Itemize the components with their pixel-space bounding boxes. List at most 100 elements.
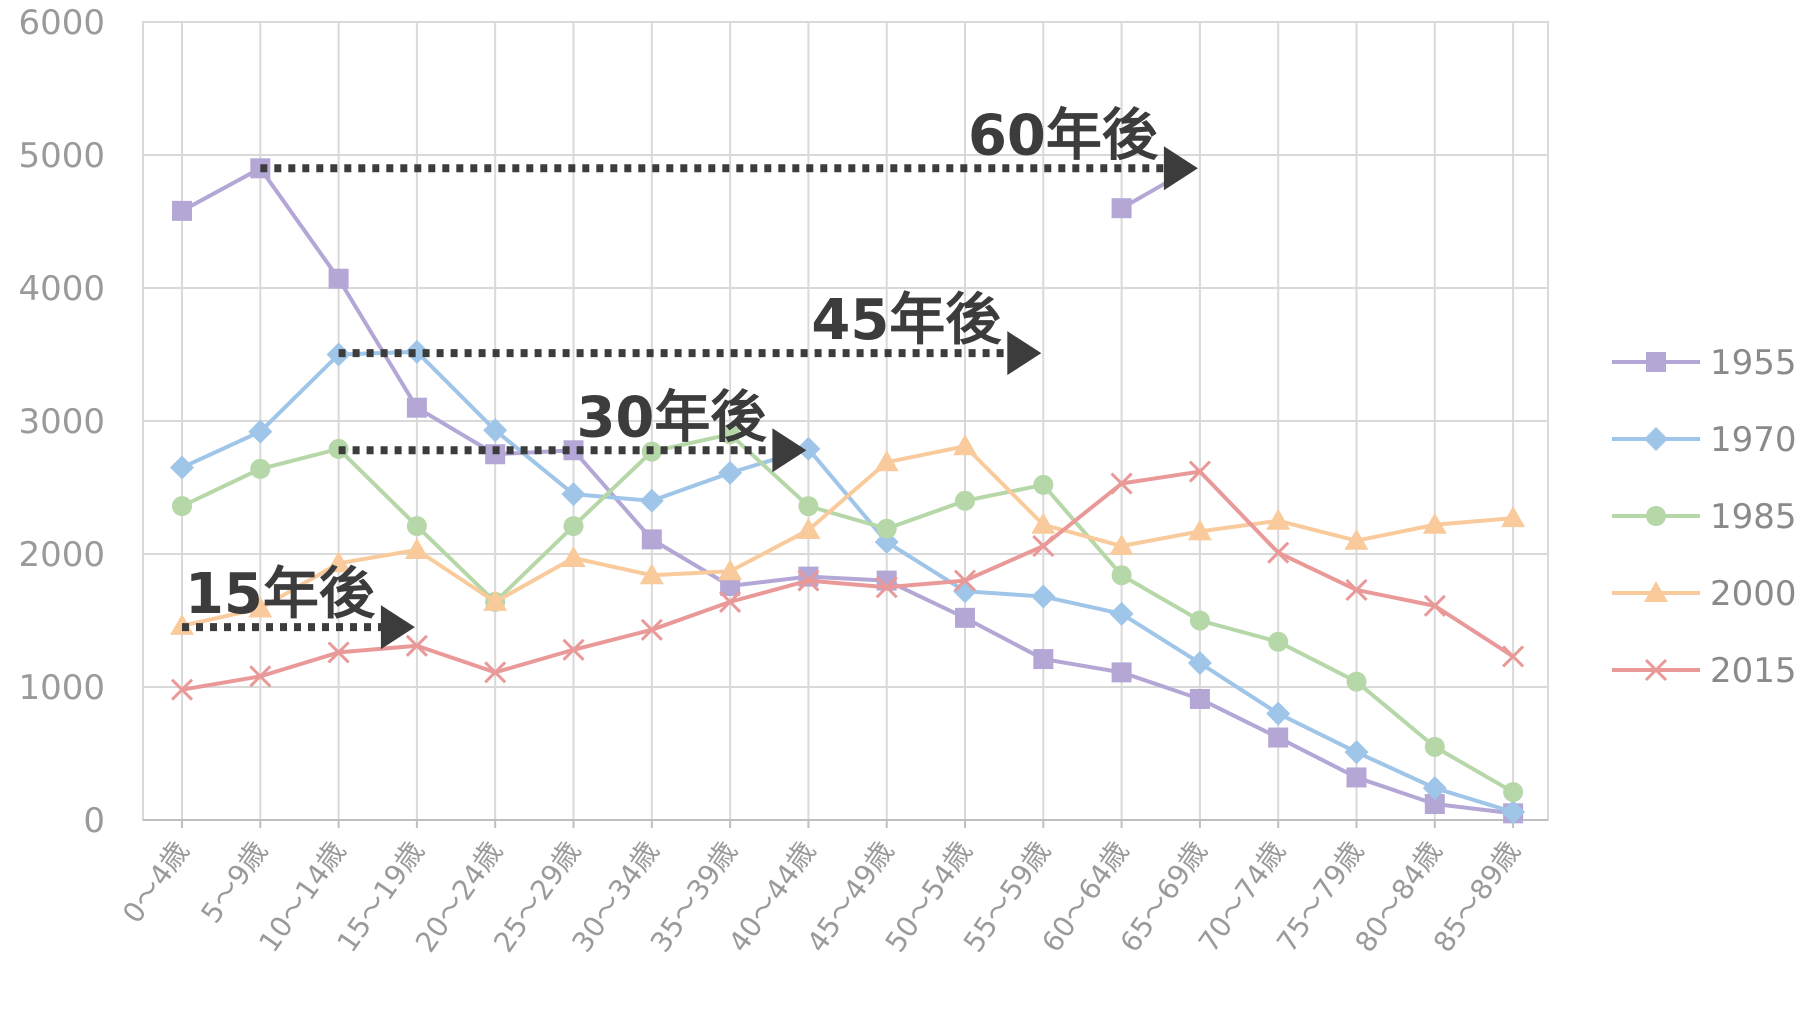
data-point-2015 (327, 641, 350, 664)
data-point-1985 (1503, 782, 1524, 803)
data-point-1955 (1424, 794, 1445, 815)
data-point-2000 (483, 589, 508, 611)
series-2015 (170, 460, 1525, 701)
data-point-2000 (1501, 506, 1526, 528)
data-point-1955 (1346, 767, 1367, 788)
annotation-label: 30年後 (576, 385, 767, 450)
data-point-1985 (1424, 736, 1445, 757)
data-point-2015 (1423, 594, 1446, 617)
x-marker-stroke (1267, 541, 1290, 564)
data-point-2000 (1031, 512, 1056, 534)
series-layer (170, 158, 1526, 825)
annotation-arrow: 60年後 (260, 103, 1198, 191)
data-point-1955 (641, 529, 662, 550)
data-point-1970 (248, 419, 273, 444)
legend-item-2015: 2015 (1612, 651, 1797, 691)
x-marker-stroke (1502, 645, 1525, 668)
data-point-1985 (720, 424, 741, 445)
data-point-2015 (1032, 534, 1055, 558)
data-point-2015 (1188, 460, 1211, 483)
data-point-2015 (719, 590, 742, 613)
data-point-2015 (953, 569, 977, 592)
data-point-1985 (563, 516, 584, 537)
x-marker-stroke (875, 576, 898, 599)
annotation-arrow: 15年後 (182, 562, 415, 650)
x-marker-stroke (1423, 594, 1446, 617)
data-point-1985 (1268, 631, 1289, 652)
data-point-2000 (1344, 528, 1369, 550)
data-point-1955 (720, 575, 741, 596)
annotation-arrow: 45年後 (338, 288, 1042, 376)
legend-label: 2015 (1710, 651, 1797, 691)
y-tick-label: 2000 (18, 535, 105, 575)
data-point-2000 (874, 450, 899, 472)
series-line-2000 (181, 444, 1514, 628)
data-point-1985 (876, 518, 897, 539)
data-point-1970 (1422, 776, 1447, 801)
legend-label: 1955 (1710, 343, 1797, 383)
extra-data-point (1111, 198, 1132, 219)
x-marker-stroke (797, 569, 820, 592)
data-point-1970 (718, 460, 743, 485)
legend-layer: 1955 1970 1985 2000 2015 (1612, 343, 1797, 691)
data-point-2015 (1110, 472, 1133, 495)
data-point-1955 (1111, 662, 1132, 683)
data-point-1955 (563, 440, 584, 461)
x-marker-stroke (405, 634, 428, 657)
data-point-1985 (406, 516, 427, 537)
data-point-1985 (1033, 474, 1054, 495)
data-point-2000 (248, 596, 273, 618)
legend-marker (1646, 506, 1666, 526)
x-marker-stroke (327, 641, 350, 664)
data-point-1955 (328, 268, 349, 289)
data-point-2015 (1345, 578, 1368, 601)
legend-item-1970: 1970 (1612, 420, 1797, 460)
data-point-1985 (955, 490, 975, 511)
annotation-layer: 15年後 30年後 45年後 60年後 (182, 103, 1198, 650)
data-point-2015 (1267, 541, 1290, 564)
data-point-1970 (561, 482, 586, 507)
data-point-1970 (1501, 800, 1526, 825)
data-point-2015 (170, 678, 194, 701)
arrow-head (772, 428, 807, 473)
annotation-label: 45年後 (811, 288, 1002, 353)
data-point-1970 (1266, 701, 1291, 726)
series-2000 (170, 434, 1526, 635)
data-point-1985 (172, 496, 192, 517)
y-tick-label: 5000 (18, 136, 105, 176)
data-point-1955 (172, 200, 192, 221)
x-marker-stroke (1110, 472, 1133, 495)
data-point-1955 (955, 607, 975, 628)
x-marker-stroke (640, 618, 663, 641)
x-marker-stroke (1345, 578, 1368, 601)
series-1955 (172, 158, 1524, 824)
data-point-2015 (405, 634, 428, 657)
data-point-1970 (796, 436, 821, 461)
data-point-1970 (639, 488, 664, 513)
legend-item-1955: 1955 (1612, 343, 1797, 383)
annotation-label: 60年後 (968, 103, 1159, 168)
data-point-1985 (1346, 671, 1367, 692)
x-tick-label: 0～4歳 (116, 835, 196, 929)
grid-layer (142, 21, 1549, 821)
data-point-2000 (1422, 512, 1447, 534)
data-point-2000 (718, 559, 743, 581)
x-marker-stroke (562, 638, 585, 661)
data-point-2000 (953, 434, 977, 456)
legend-label: 2000 (1710, 574, 1797, 614)
legend-marker (1644, 658, 1668, 682)
data-point-2015 (1502, 645, 1525, 668)
data-point-1970 (1187, 651, 1212, 676)
x-marker-stroke (170, 678, 194, 701)
data-point-2000 (326, 551, 351, 573)
x-marker-stroke (953, 569, 977, 592)
data-point-1985 (1111, 565, 1132, 586)
legend-marker (1646, 352, 1666, 372)
y-tick-label: 1000 (18, 668, 105, 708)
data-point-1970 (1031, 584, 1056, 609)
data-point-2015 (640, 618, 663, 641)
y-tick-label: 3000 (18, 402, 105, 442)
data-point-2000 (639, 563, 664, 585)
data-point-2000 (796, 518, 821, 540)
